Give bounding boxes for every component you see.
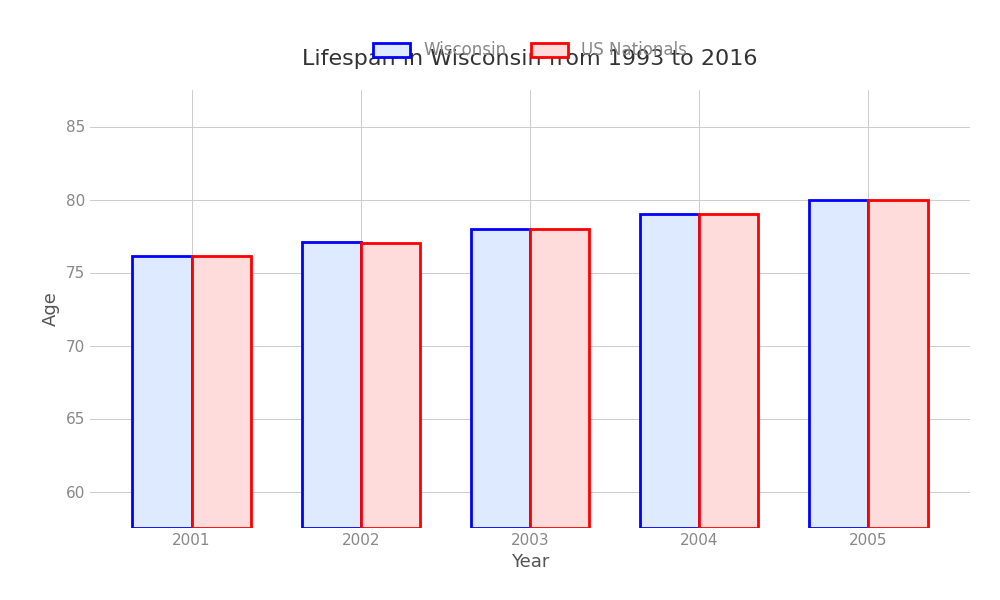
Bar: [302, 242, 361, 528]
Legend: Wisconsin, US Nationals: Wisconsin, US Nationals: [373, 41, 687, 59]
Title: Lifespan in Wisconsin from 1993 to 2016: Lifespan in Wisconsin from 1993 to 2016: [302, 49, 758, 69]
X-axis label: Year: Year: [511, 553, 549, 571]
Y-axis label: Age: Age: [42, 292, 60, 326]
Bar: [868, 199, 928, 528]
Bar: [192, 256, 251, 528]
Bar: [640, 214, 699, 528]
Bar: [809, 199, 868, 528]
Bar: [699, 214, 758, 528]
Bar: [530, 229, 589, 528]
Bar: [471, 229, 530, 528]
Bar: [132, 256, 192, 528]
Bar: [361, 244, 420, 528]
